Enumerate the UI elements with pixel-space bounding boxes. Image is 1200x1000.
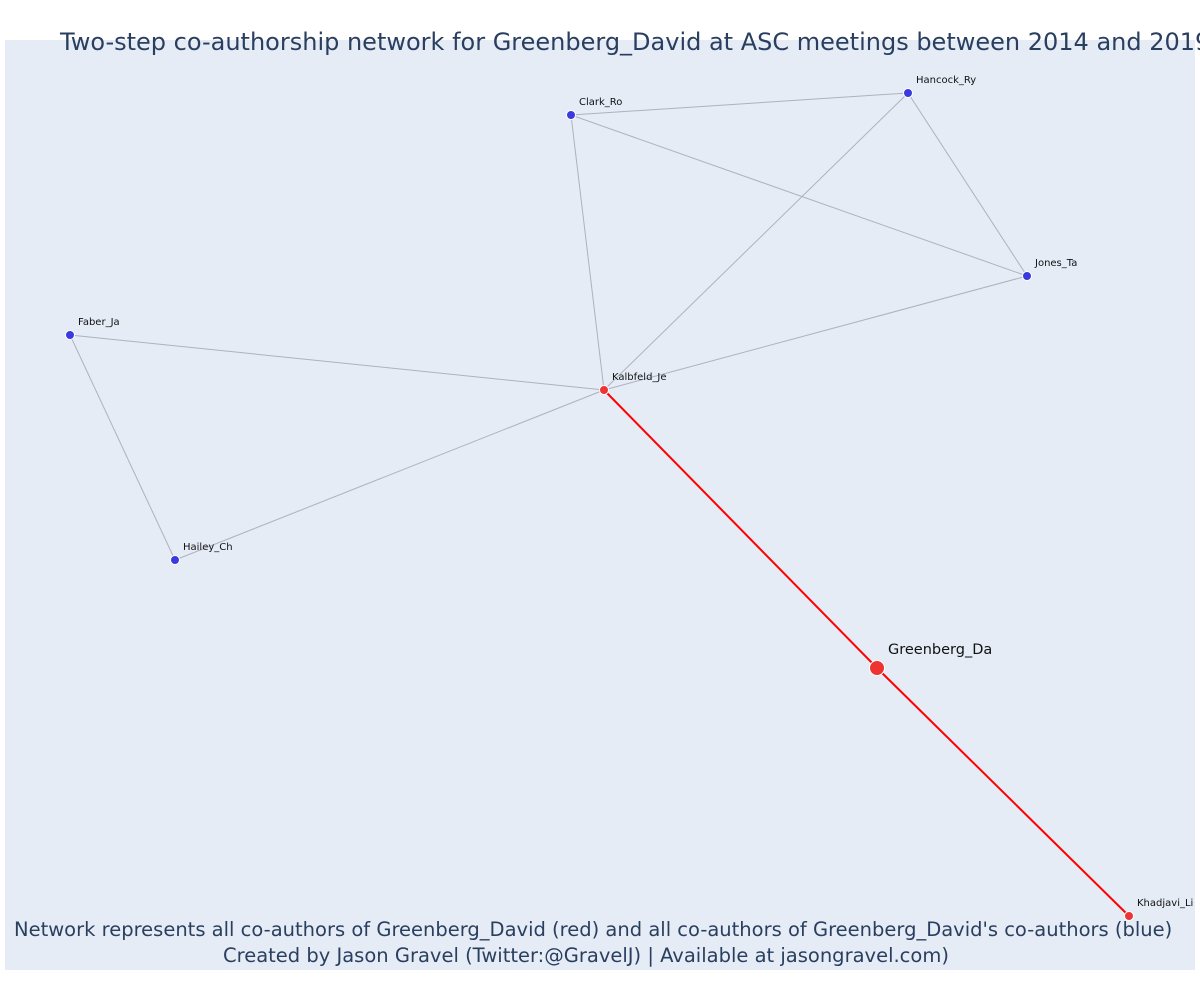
edge-Kalbfeld_Je-Jones_Ta (603, 275, 1028, 391)
edge-Kalbfeld_Je-Faber_Ja (69, 334, 605, 391)
caption-line-2: Created by Jason Gravel (Twitter:@Gravel… (223, 944, 949, 967)
node-label-Greenberg_Da: Greenberg_Da (888, 642, 992, 658)
nodes-layer (65, 88, 1134, 921)
edge-Kalbfeld_Je-Hailey_Ch (174, 389, 605, 561)
edge-Clark_Ro-Jones_Ta (570, 114, 1028, 277)
caption-line-1: Network represents all co-authors of Gre… (14, 918, 1173, 941)
edge-Greenberg_Da-Kalbfeld_Je (603, 389, 878, 669)
node-Greenberg_Da[interactable] (869, 660, 885, 676)
node-Hailey_Ch[interactable] (170, 555, 180, 565)
node-Clark_Ro[interactable] (566, 110, 576, 120)
edge-Faber_Ja-Hailey_Ch (69, 334, 176, 561)
edge-Greenberg_Da-Khadjavi_Li (876, 667, 1130, 917)
labels-layer: Greenberg_Da Kalbfeld_Je Khadjavi_Li Clark_… (78, 75, 1193, 909)
edges-layer (69, 92, 1130, 917)
chart-title: Two-step co-authorship network for Green… (60, 28, 1200, 56)
node-Khadjavi_Li[interactable] (1124, 911, 1134, 921)
edge-Clark_Ro-Hancock_Ry (570, 92, 909, 116)
node-label-Hailey_Ch: Hailey_Ch (183, 542, 233, 553)
edge-Kalbfeld_Je-Hancock_Ry (603, 92, 909, 391)
edge-Kalbfeld_Je-Clark_Ro (570, 114, 605, 391)
node-label-Faber_Ja: Faber_Ja (78, 317, 120, 328)
node-label-Jones_Ta: Jones_Ta (1034, 258, 1077, 269)
node-Faber_Ja[interactable] (65, 330, 75, 340)
node-label-Kalbfeld_Je: Kalbfeld_Je (612, 372, 667, 383)
node-label-Clark_Ro: Clark_Ro (579, 97, 622, 108)
plot-area (5, 40, 1195, 970)
node-label-Khadjavi_Li: Khadjavi_Li (1137, 898, 1193, 909)
node-label-Hancock_Ry: Hancock_Ry (916, 75, 976, 86)
node-Hancock_Ry[interactable] (903, 88, 913, 98)
edge-Hancock_Ry-Jones_Ta (907, 92, 1028, 277)
node-Kalbfeld_Je[interactable] (599, 385, 609, 395)
node-Jones_Ta[interactable] (1022, 271, 1032, 281)
